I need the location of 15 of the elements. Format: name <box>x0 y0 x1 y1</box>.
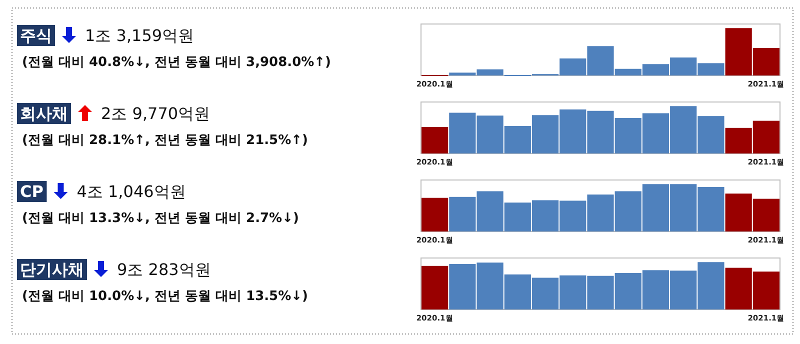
bar <box>422 126 448 154</box>
text: (전월 대비 28.1%↑, 전년 동월 대비 21.5%↑) <box>22 133 308 148</box>
text: 주식 <box>20 26 52 45</box>
text: 회사채 <box>20 104 68 123</box>
text: 1조 3,159억원 <box>85 26 194 45</box>
text: (전월 대비 13.3%↓, 전년 동월 대비 2.7%↓) <box>22 211 299 226</box>
text: 2조 9,770억원 <box>101 104 210 123</box>
text: 9조 283억원 <box>117 260 211 279</box>
text: 단기사채 <box>20 260 84 279</box>
bar <box>422 198 448 232</box>
bar <box>422 266 448 310</box>
text: (전월 대비 40.8%↓, 전년 동월 대비 3,908.0%↑) <box>22 55 331 70</box>
text: 4조 1,046억원 <box>76 182 186 201</box>
text: (전월 대비 10.0%↓, 전년 동월 대비 13.5%↓) <box>22 289 308 304</box>
text: CP <box>20 182 44 201</box>
